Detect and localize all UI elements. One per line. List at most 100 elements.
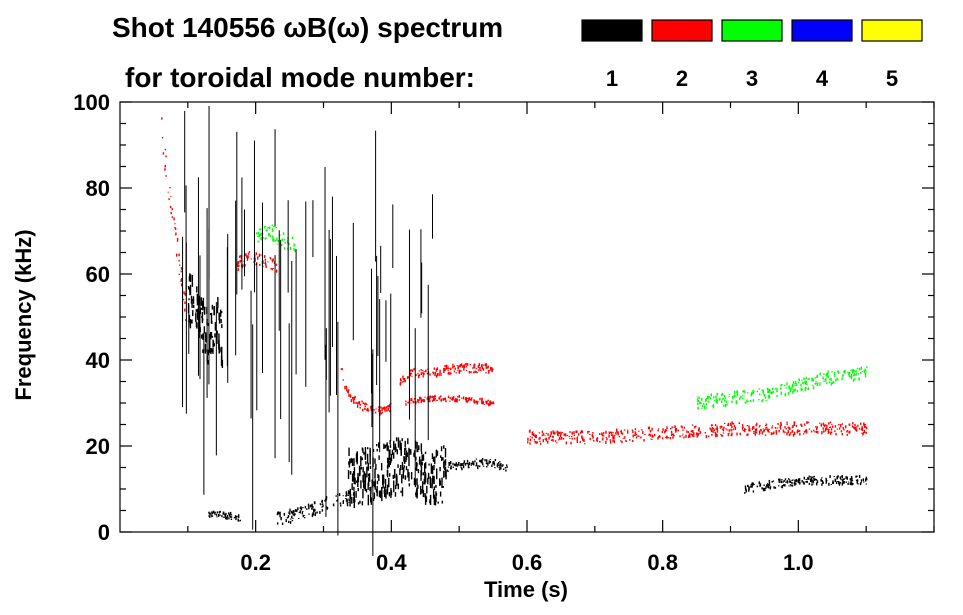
spectrum-point [263, 255, 266, 258]
spectrum-point [483, 403, 486, 405]
spectrum-point [199, 255, 201, 380]
spectrum-point [538, 432, 541, 434]
spectrum-point [452, 462, 454, 466]
spectrum-point [758, 426, 761, 428]
spectrum-point [826, 382, 828, 384]
spectrum-point [384, 408, 386, 412]
spectrum-point [439, 466, 441, 472]
spectrum-point [818, 422, 821, 424]
spectrum-point [366, 408, 368, 412]
spectrum-point [306, 508, 308, 510]
spectrum-point [428, 463, 430, 466]
spectrum-point [815, 482, 818, 486]
spectrum-point [235, 200, 237, 356]
spectrum-point [738, 422, 741, 425]
spectrum-point [821, 477, 823, 479]
spectrum-point [380, 409, 382, 411]
spectrum-point [322, 503, 324, 506]
spectrum-point [383, 443, 385, 450]
spectrum-point [529, 438, 532, 442]
spectrum-point [345, 386, 348, 389]
spectrum-point [675, 427, 677, 430]
spectrum-point [342, 495, 344, 497]
spectrum-point [853, 369, 856, 372]
spectrum-point [209, 515, 211, 518]
spectrum-point [417, 402, 420, 403]
spectrum-point [236, 131, 238, 295]
spectrum-point [799, 432, 801, 436]
spectrum-point [279, 514, 281, 518]
spectrum-point [367, 477, 370, 486]
spectrum-point [709, 427, 711, 430]
spectrum-point [793, 383, 795, 385]
spectrum-point [324, 166, 326, 360]
spectrum-point [772, 480, 775, 482]
spectrum-point [551, 439, 554, 441]
spectrum-point [768, 431, 770, 433]
spectrum-point [487, 463, 489, 466]
spectrum-point [613, 440, 616, 444]
spectrum-point [293, 243, 295, 247]
spectrum-point [829, 378, 831, 380]
spectrum-point [704, 405, 706, 409]
spectrum-point [715, 400, 718, 404]
spectrum-point [857, 424, 859, 427]
spectrum-point [422, 454, 425, 461]
spectrum-point [367, 494, 370, 506]
spectrum-point [443, 368, 445, 371]
spectrum-point [188, 314, 191, 323]
spectrum-point [260, 237, 263, 239]
spectrum-point [210, 331, 213, 338]
spectrum-point [615, 432, 617, 434]
spectrum-point [474, 367, 476, 369]
spectrum-point [445, 364, 448, 368]
spectrum-point [461, 468, 463, 471]
spectrum-point [472, 367, 474, 369]
spectrum-point [487, 399, 489, 402]
spectrum-point [450, 461, 452, 465]
spectrum-point [603, 435, 605, 437]
spectrum-point [793, 385, 796, 387]
spectrum-point [455, 399, 457, 403]
spectrum-point [701, 397, 703, 401]
spectrum-point [709, 397, 712, 400]
spectrum-point [846, 430, 848, 433]
spectrum-point [544, 438, 546, 440]
spectrum-point [616, 430, 618, 433]
spectrum-point [803, 377, 805, 380]
spectrum-point [420, 397, 422, 400]
spectrum-point [728, 429, 730, 432]
spectrum-point [786, 423, 788, 426]
spectrum-point [740, 396, 742, 399]
spectrum-point [785, 387, 787, 389]
spectrum-point [713, 429, 715, 432]
spectrum-point [726, 403, 728, 406]
spectrum-point [201, 300, 204, 311]
spectrum-point [477, 365, 480, 369]
spectrum-point [356, 402, 359, 405]
spectrum-point [184, 292, 186, 296]
spectrum-point [389, 440, 391, 445]
spectrum-point [812, 386, 815, 390]
spectrum-point [759, 425, 761, 427]
spectrum-point [761, 389, 763, 391]
spectrum-point [415, 374, 417, 376]
spectrum-point [841, 433, 843, 436]
spectrum-point [456, 399, 458, 403]
spectrum-point [728, 396, 730, 398]
spectrum-point [310, 504, 312, 508]
spectrum-point [547, 440, 549, 444]
spectrum-point [746, 392, 749, 394]
spectrum-point [804, 378, 806, 380]
spectrum-point [614, 434, 616, 436]
spectrum-point [792, 424, 794, 428]
spectrum-point [714, 424, 717, 427]
spectrum-point [361, 447, 364, 451]
spectrum-point [557, 439, 560, 441]
spectrum-point [847, 371, 849, 374]
spectrum-point [312, 513, 315, 516]
spectrum-point [360, 466, 362, 470]
spectrum-point [531, 432, 534, 436]
spectrum-point [697, 432, 699, 436]
spectrum-point [746, 433, 748, 436]
